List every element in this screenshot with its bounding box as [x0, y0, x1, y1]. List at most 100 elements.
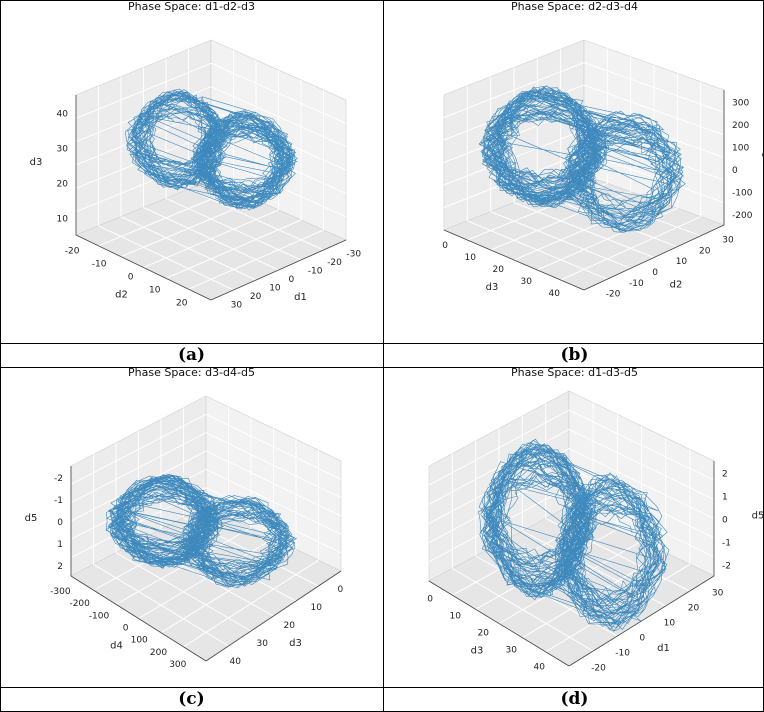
- panel-divider-horizontal: [0, 367, 764, 368]
- x-tick-label: 30: [722, 235, 734, 245]
- z-tick-label: 40: [57, 110, 69, 120]
- y-tick-label: 0: [442, 241, 448, 251]
- y-tick-label: 30: [521, 277, 533, 287]
- x-tick-label: 10: [664, 619, 676, 629]
- axis-line: [205, 570, 342, 662]
- grid-line: [568, 409, 715, 481]
- caption-d: (d): [560, 689, 589, 709]
- y-tick-label: 20: [176, 299, 188, 309]
- z-tick-label: -200: [732, 211, 753, 221]
- x-tick-label: 0: [289, 275, 295, 285]
- axis-line: [568, 575, 715, 667]
- y-tick-label: 10: [465, 253, 477, 263]
- grid-line: [560, 216, 701, 281]
- trajectory-line: [105, 473, 298, 589]
- y-tick-label: -200: [69, 599, 90, 609]
- y-tick-label: 20: [478, 629, 490, 639]
- z-tick-label: 20: [57, 180, 69, 190]
- x-tick-label: 20: [284, 621, 296, 631]
- y-tick-label: -300: [50, 587, 71, 597]
- trajectory-line: [478, 438, 670, 632]
- trajectory-line: [124, 88, 298, 211]
- y-axis-label: d3: [471, 646, 484, 657]
- y-tick-label: 0: [128, 273, 134, 283]
- grid-line: [205, 413, 342, 480]
- x-axis-label: d1: [294, 292, 307, 303]
- trajectory-line: [478, 85, 686, 233]
- grid-line: [183, 559, 319, 648]
- grid-line: [545, 563, 691, 653]
- z-tick-label: 0: [722, 516, 728, 526]
- axis-line: [583, 224, 725, 291]
- phase-space-plot-a: Phase Space: d1-d2-d3 30 20 10 0 -10 -20 -30 -2…: [1, 0, 382, 341]
- plot-title: Phase Space: d1-d3-d5: [511, 366, 638, 379]
- y-axis-label: d3: [486, 282, 499, 293]
- y-tick-label: 30: [506, 646, 518, 656]
- grid-line: [75, 62, 212, 119]
- z-axis-label: d5: [25, 513, 38, 524]
- grid-line: [583, 62, 725, 113]
- y-axis-label: d2: [115, 290, 128, 301]
- x-tick-label: 0: [639, 634, 645, 644]
- z-axis-label: d3: [30, 157, 43, 168]
- z-tick-label: 10: [57, 215, 69, 225]
- y-tick-label: 40: [534, 663, 546, 673]
- y-tick-label: -10: [92, 260, 107, 270]
- z-tick-label: 300: [732, 98, 749, 108]
- z-tick-label: 200: [732, 121, 749, 131]
- y-tick-label: 0: [123, 624, 129, 634]
- z-tick-label: -2: [722, 562, 731, 572]
- z-tick-label: 0: [732, 166, 738, 176]
- z-tick-label: -1: [54, 496, 63, 506]
- y-tick-label: 100: [131, 636, 148, 646]
- plot-canvas: 403020100-300-200-1000100200300-2-1012d3…: [25, 395, 344, 670]
- z-tick-label: -100: [732, 188, 753, 198]
- z-tick-label: 1: [57, 540, 63, 550]
- x-tick-label: 40: [230, 657, 242, 667]
- x-tick-label: 20: [250, 292, 262, 302]
- x-tick-label: -30: [346, 249, 361, 259]
- y-tick-label: 10: [149, 286, 161, 296]
- z-tick-label: -1: [722, 539, 731, 549]
- x-tick-label: 10: [676, 257, 688, 267]
- y-tick-label: 10: [450, 612, 462, 622]
- axis-line: [443, 229, 585, 291]
- caption-a: (a): [177, 345, 206, 365]
- grid-line: [210, 62, 347, 124]
- x-axis-label: d1: [657, 643, 670, 654]
- plot-title: Phase Space: d3-d4-d5: [128, 366, 255, 379]
- x-tick-label: -20: [327, 258, 342, 268]
- plot-canvas: 30 20 10 0 -10 -20 -30 -20 -10 0 10 20 40 30 20 10 d1 d2 d…: [30, 39, 361, 311]
- z-tick-label: 1: [722, 493, 728, 503]
- caption-divider-top: [0, 343, 764, 344]
- z-tick-label: 30: [57, 145, 69, 155]
- axis-line: [210, 239, 347, 301]
- grid-line: [70, 413, 207, 485]
- axis-line: [70, 575, 207, 662]
- x-axis-label: d2: [670, 280, 683, 291]
- caption-divider-bottom: [0, 687, 764, 688]
- z-axis-label: d5: [752, 511, 764, 522]
- grid-line: [188, 229, 324, 290]
- z-tick-label: 2: [722, 470, 728, 480]
- x-tick-label: 0: [338, 585, 344, 595]
- x-tick-label: -10: [615, 649, 630, 659]
- x-tick-label: -10: [308, 266, 323, 276]
- y-tick-label: 40: [549, 289, 561, 299]
- x-tick-label: 30: [231, 301, 243, 311]
- y-tick-label: 0: [427, 595, 433, 605]
- grid-line: [443, 62, 585, 118]
- axis-line: [75, 234, 212, 301]
- phase-space-plot-b: Phase Space: d2-d3-d4 -20 -10 0 10 20 30 0 10 20…: [384, 0, 764, 341]
- phase-space-plot-d: Phase Space: d1-d3-d5 -2 0 -10 0 10 20 30 0 10 20…: [384, 366, 764, 707]
- x-tick-label: 30: [257, 639, 269, 649]
- x-tick-label: 0: [652, 268, 658, 278]
- plot-title: Phase Space: d1-d2-d3: [128, 0, 255, 13]
- z-tick-label: 0: [57, 518, 63, 528]
- phase-space-plot-c: Phase Space: d3-d4-d5 40 30 20 10 0 -300 -200-…: [1, 366, 382, 707]
- x-tick-label: 30: [712, 589, 724, 599]
- grid-line: [428, 409, 570, 486]
- z-axis-label: d4: [762, 150, 764, 161]
- x-tick-label: 20: [688, 604, 700, 614]
